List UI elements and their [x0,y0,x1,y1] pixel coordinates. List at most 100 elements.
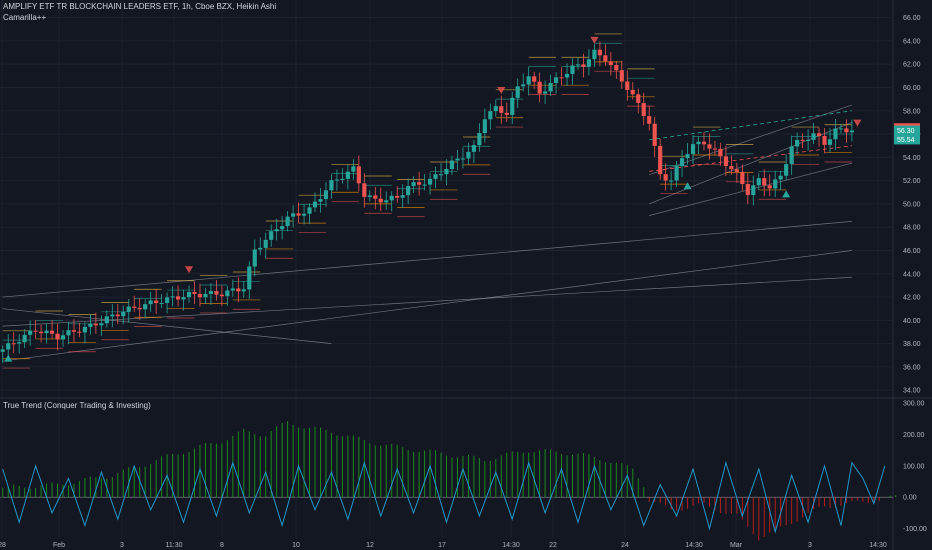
time-tick-label: 10 [292,542,300,549]
time-tick-label: 14:30 [869,542,887,549]
candle-body [11,343,16,345]
candle-body [740,171,745,185]
candle-body [619,70,624,82]
candle-body [608,61,613,66]
candle-body [126,306,131,312]
candle-body [696,141,701,145]
candle-body [685,154,690,159]
candle-body [33,330,38,332]
candle-body [800,139,805,141]
candle-body [504,112,509,115]
candle-body [373,195,378,199]
candle-body [192,291,197,294]
candle-body [844,128,849,133]
candle-body [773,179,778,189]
candle-body [71,330,77,332]
candle-body [384,200,389,203]
candle-body [285,216,290,227]
candle-body [417,182,422,185]
candle-body [291,213,296,217]
candle-body [362,183,367,197]
candle-body [521,84,526,87]
candle-body [406,186,411,196]
price-tick-label: 38.00 [903,341,921,348]
candle-body [707,144,712,149]
candle-body [838,128,844,130]
indicator-label-true-trend[interactable]: True Trend (Conquer Trading & Investing) [3,401,151,410]
candle-body [482,119,487,134]
candle-body [789,146,794,165]
time-tick-label: Feb [53,542,65,549]
candles [0,41,854,363]
candle-body [280,226,285,230]
candle-body [718,148,723,157]
candle-body [499,106,504,113]
candle-body [104,316,109,324]
candle-body [148,300,153,305]
candle-body [833,128,838,140]
candle-body [795,139,800,147]
candle-body [312,201,318,208]
candle-body [745,184,750,196]
candle-body [159,302,164,304]
candle-body [143,304,148,310]
candle-body [647,116,652,124]
indicator-label-camarilla[interactable]: Camarilla++ [3,13,47,22]
candle-body [225,290,230,297]
candle-body [449,160,455,170]
candle-body [6,343,11,350]
candle-body [510,97,515,115]
candle-body [197,293,203,298]
candle-body [575,64,581,66]
candle-body [559,77,564,79]
candle-body [82,326,87,333]
candle-body [592,49,597,60]
candle-body [39,331,44,334]
price-badge [894,134,920,145]
candle-body [44,330,49,334]
candle-body [477,133,482,146]
candle-body [816,133,822,137]
candle-body [488,111,493,120]
candle-body [99,323,104,326]
candle-body [729,166,734,170]
candle-body [60,335,66,340]
candle-body [455,158,460,161]
candle-body [367,195,372,197]
candle-body [630,89,635,95]
candle-body [674,166,679,181]
candle-body [444,169,449,175]
candle-body [88,323,93,327]
candle-body [515,86,520,98]
trendline [2,221,852,298]
osc-tick-label: 0.00 [903,495,917,502]
candle-body [186,291,192,298]
candle-body [663,174,668,181]
candle-body [849,130,854,133]
candle-body [395,195,400,198]
sell-signal-marker [590,36,599,44]
price-tick-label: 54.00 [903,155,921,162]
candle-body [203,293,208,298]
candle-body [219,294,224,297]
candle-body [154,300,159,304]
candle-body [570,65,575,74]
candle-body [460,158,466,160]
candle-body [597,49,602,56]
buy-signal-marker [4,354,13,362]
candle-body [641,103,646,117]
candle-body [586,59,592,67]
candle-body [340,178,345,180]
time-tick-label: Mar [730,542,743,549]
time-tick-label: 14:30 [502,542,520,549]
candle-body [658,145,663,175]
osc-tick-label: 100.00 [903,463,925,470]
candle-body [548,82,553,92]
candle-body [165,297,170,303]
candle-body [433,174,438,179]
candle-body [378,198,383,203]
candle-body [110,314,115,317]
price-tick-label: 42.00 [903,295,921,302]
osc-signal-line [2,460,886,534]
